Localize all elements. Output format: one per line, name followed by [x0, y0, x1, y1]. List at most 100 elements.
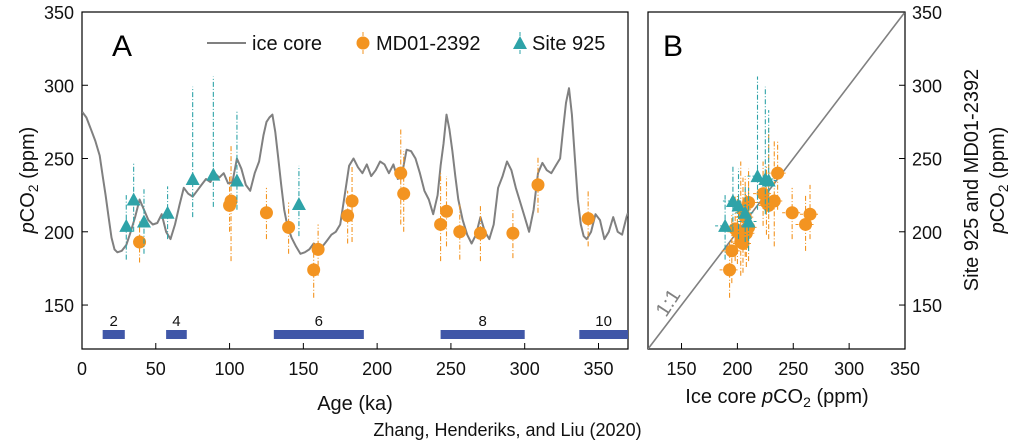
md01-point: [434, 217, 448, 231]
x-tick-label: 300: [510, 359, 540, 379]
panel-a-x-axis-label: Age (ka): [317, 393, 393, 415]
md01-point: [133, 235, 147, 249]
legend: ice core MD01-2392 Site 925: [207, 32, 605, 55]
panel-b-label: B: [663, 30, 683, 63]
y-tick-label: 200: [44, 223, 74, 243]
md01-point: [259, 206, 273, 220]
md01-point: [453, 225, 467, 239]
md01-point: [473, 226, 487, 240]
panel-b-site-925-points: [715, 76, 779, 260]
site925-point: [206, 167, 221, 181]
y-tick-label: 350: [44, 3, 74, 23]
panel-b-y-axis-label-line2: pCO2 (ppm): [987, 127, 1011, 235]
md01-point: [311, 242, 325, 256]
site925-point: [136, 214, 151, 228]
site925-point: [126, 192, 141, 206]
mis-bar: [440, 330, 525, 339]
y-tick-label: 300: [44, 76, 74, 96]
legend-site925-label: Site 925: [532, 33, 605, 55]
site925-point: [229, 173, 244, 187]
mis-label: 10: [595, 313, 612, 330]
md01-point: [581, 212, 595, 226]
figure-caption: Zhang, Henderiks, and Liu (2020): [373, 420, 642, 440]
md01-point: [439, 204, 453, 218]
md01-point: [725, 244, 739, 258]
md01-point: [307, 263, 321, 277]
md01-point: [771, 166, 785, 180]
x-tick-label: 350: [890, 359, 920, 379]
md01-point: [282, 220, 296, 234]
figure: 2 4 6 8 10 0 50 100 150 200 250 300 350 150 200 250 30…: [17, 3, 1011, 415]
x-tick-label: 150: [666, 359, 696, 379]
ice-core-line: [82, 87, 628, 255]
panel-a-x-ticks: 0 50 100 150 200 250 300 350: [77, 343, 614, 379]
x-tick-label: 250: [436, 359, 466, 379]
panel-b-y-axis-label-line1: Site 925 and MD01-2392: [961, 69, 983, 291]
mis-bar: [102, 330, 125, 339]
site925-point: [741, 214, 756, 228]
site925-point: [731, 198, 746, 212]
x-tick-label: 50: [146, 359, 166, 379]
x-tick-label: 0: [77, 359, 87, 379]
x-tick-label: 200: [722, 359, 752, 379]
md01-point: [397, 187, 411, 201]
md01-point: [759, 195, 773, 209]
panel-b-md01-2392-points: [719, 127, 821, 298]
site925-point: [291, 196, 306, 210]
mis-bar: [273, 330, 364, 339]
site925-point: [718, 218, 733, 232]
md01-point: [506, 226, 520, 240]
y-tick-label: 250: [44, 150, 74, 170]
md01-point: [531, 178, 545, 192]
one-to-one-label: 1:1: [652, 285, 686, 320]
x-tick-label: 200: [362, 359, 392, 379]
x-tick-label: 250: [778, 359, 808, 379]
legend-ice-core-label: ice core: [252, 33, 322, 55]
md01-point: [723, 263, 737, 277]
legend-md01-label: MD01-2392: [376, 33, 481, 55]
panel-a-y-axis-label: pCO2 (ppm): [17, 127, 41, 235]
y-tick-label: 150: [44, 296, 74, 316]
site925-point: [750, 169, 765, 183]
x-tick-label: 350: [583, 359, 613, 379]
md01-point: [341, 209, 355, 223]
panel-b-x-ticks: 150 200 250 300 350: [666, 343, 920, 379]
mis-label: 4: [172, 313, 180, 330]
site-925-points: [119, 76, 306, 260]
legend-site925-marker: [513, 36, 527, 49]
x-tick-label: 300: [834, 359, 864, 379]
y-tick-label: 200: [912, 223, 942, 243]
site925-point: [761, 173, 776, 187]
md01-point: [728, 222, 742, 236]
panel-b-frame: [647, 11, 906, 350]
md01-point: [799, 217, 813, 231]
md01-point: [736, 237, 750, 251]
y-tick-label: 350: [912, 3, 942, 23]
md01-point: [394, 166, 408, 180]
mis-bar: [166, 330, 187, 339]
x-tick-label: 100: [215, 359, 245, 379]
legend-md01-marker: [356, 36, 370, 50]
md01-point: [345, 194, 359, 208]
site925-point: [160, 205, 175, 219]
site925-point: [185, 172, 200, 186]
panel-a: 2 4 6 8 10 0 50 100 150 200 250 300 350 150 200 250 30…: [17, 3, 629, 415]
panel-a-frame: [81, 11, 629, 350]
md01-point: [803, 207, 817, 221]
y-tick-label: 150: [912, 296, 942, 316]
panel-a-label: A: [112, 30, 132, 63]
md01-2392-points: [133, 127, 595, 298]
panel-a-y-ticks: 150 200 250 300 350: [44, 3, 88, 316]
md01-point: [224, 194, 238, 208]
mis-bar: [579, 330, 628, 339]
x-tick-label: 150: [288, 359, 318, 379]
md01-point: [785, 206, 799, 220]
panel-b-x-axis-label: Ice core pCO2 (ppm): [685, 386, 868, 410]
mis-label: 2: [110, 313, 118, 330]
mis-label: 8: [478, 313, 486, 330]
panel-b: 1:1 150 200 250 300 350 150 200 250 300 350 B Ic…: [647, 3, 1011, 410]
mis-stage-bars: 2 4 6 8 10: [102, 313, 628, 339]
mis-label: 6: [315, 313, 323, 330]
y-tick-label: 300: [912, 76, 942, 96]
site925-point: [119, 218, 134, 232]
